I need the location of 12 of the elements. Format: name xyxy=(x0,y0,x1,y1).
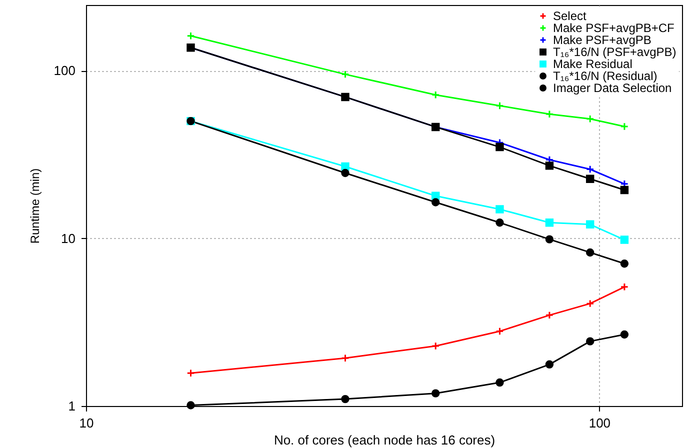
legend-label: Imager Data Selection xyxy=(553,81,672,95)
y-tick-label: 100 xyxy=(54,63,76,78)
legend-label: Select xyxy=(553,9,588,23)
legend-label: Make PSF+avgPB+CF xyxy=(553,21,674,35)
legend-label: Make Residual xyxy=(553,57,632,71)
x-axis-title: No. of cores (each node has 16 cores) xyxy=(274,432,496,448)
y-tick-label: 10 xyxy=(61,230,76,246)
y-tick-label: 1 xyxy=(68,398,76,414)
legend-label: Make PSF+avgPB xyxy=(553,33,652,47)
legend-label: T₁₆*16/N (Residual) xyxy=(553,69,658,83)
y-axis-title: Runtime (min) xyxy=(28,168,42,244)
legend-label: T₁₆*16/N (PSF+avgPB) xyxy=(553,45,676,59)
